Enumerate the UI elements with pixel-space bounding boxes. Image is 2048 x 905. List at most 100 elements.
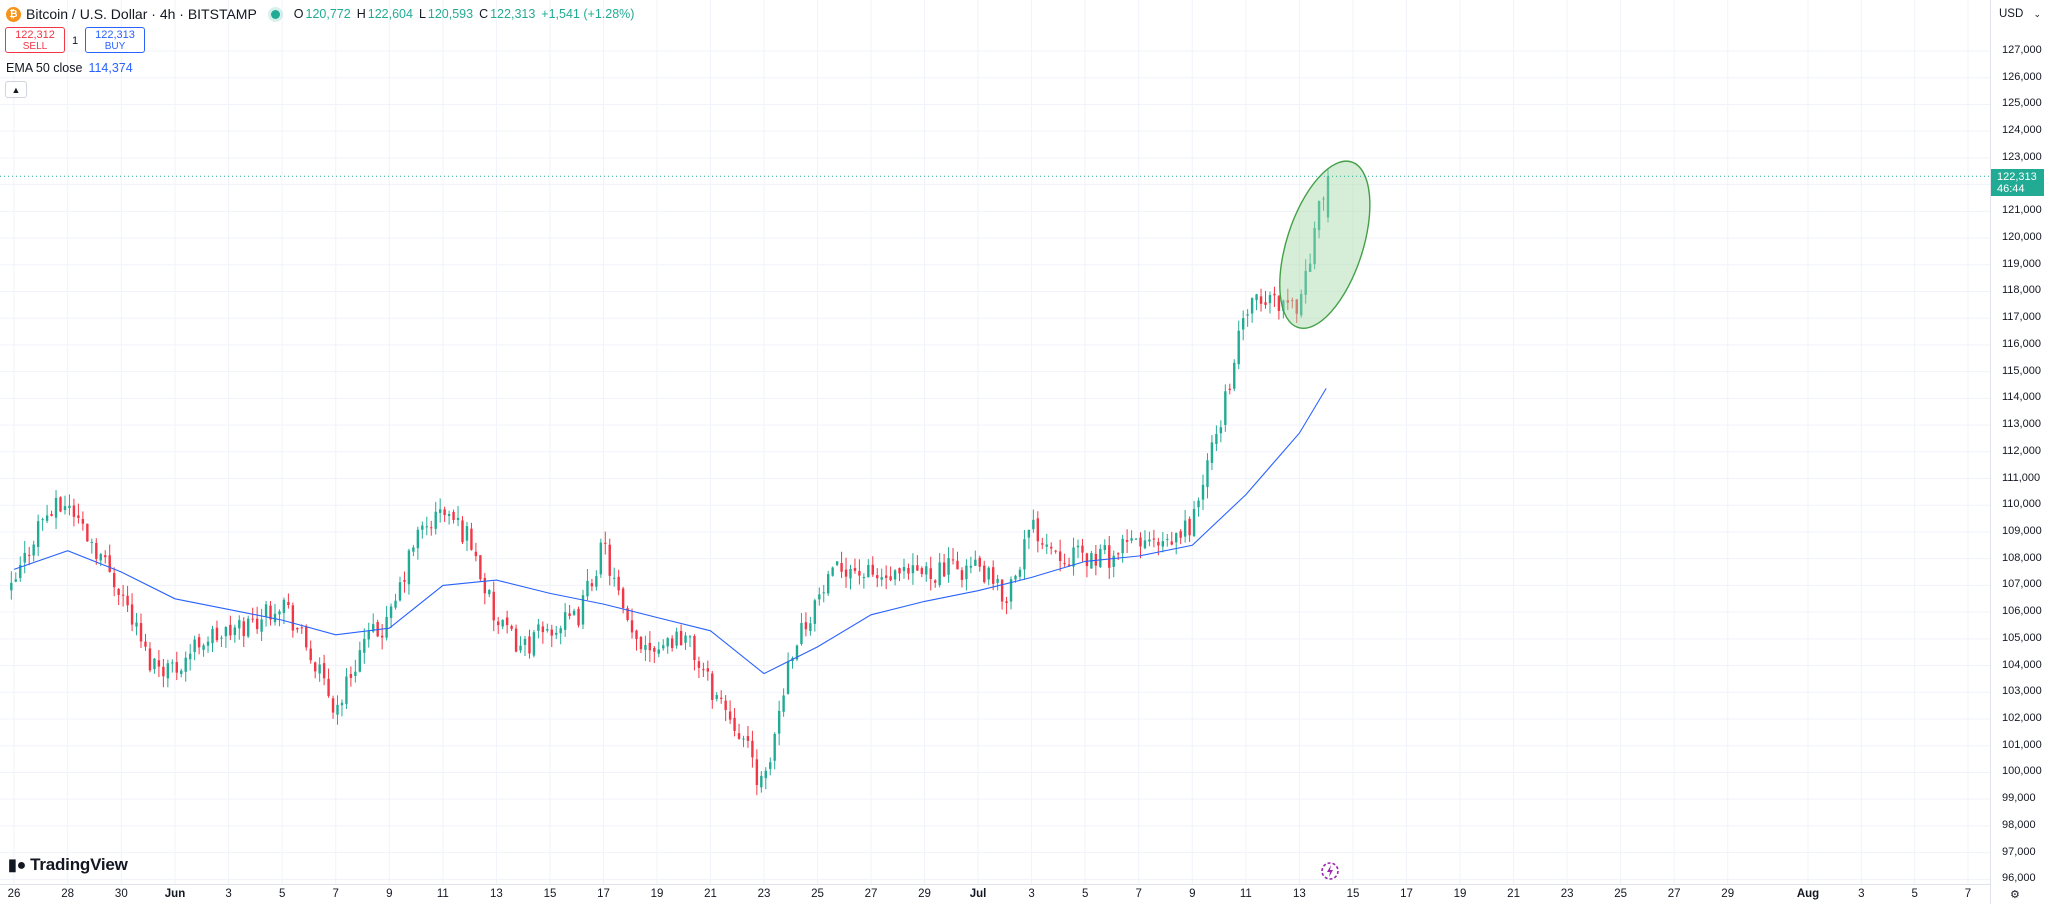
time-tick-label: 23 [1560, 888, 1574, 900]
candle-body [733, 717, 736, 731]
candle-body [644, 645, 647, 650]
time-tick-label: 3 [225, 888, 232, 900]
time-tick-label: 19 [650, 888, 664, 900]
price-tick-label: 109,000 [2002, 524, 2042, 537]
time-tick-label: Aug [1796, 888, 1820, 900]
candle-body [800, 623, 803, 644]
open-label: O [293, 7, 304, 21]
candle-body [247, 618, 250, 637]
sell-label: SELL [22, 41, 48, 52]
candle-body [514, 628, 518, 652]
candle-body [1009, 579, 1013, 602]
candle-body [1036, 518, 1040, 542]
price-tick-label: 125,000 [2002, 97, 2042, 110]
candle-body [724, 700, 727, 710]
chart-settings-icon[interactable]: ⚙ [2010, 889, 2020, 901]
candle-body [720, 697, 723, 699]
price-tick-label: 106,000 [2002, 605, 2042, 618]
candle-body [1050, 546, 1053, 549]
candle-body [95, 542, 98, 559]
candle-body [795, 645, 799, 660]
candle-body [363, 638, 366, 653]
candle-body [630, 620, 634, 633]
symbol-title[interactable]: Bitcoin / U.S. Dollar · 4h · BITSTAMP [26, 6, 257, 22]
candle-body [349, 674, 353, 678]
candle-body [559, 628, 562, 634]
symbol-header[interactable]: ₿ Bitcoin / U.S. Dollar · 4h · BITSTAMP … [6, 4, 640, 24]
candle-body [996, 578, 999, 583]
candle-body [215, 627, 219, 641]
tradingview-logo[interactable]: ▮● TradingView [8, 855, 128, 875]
candle-body [202, 645, 205, 650]
price-axis[interactable] [1990, 0, 2048, 904]
replay-icon[interactable] [1319, 860, 1341, 882]
price-tick-label: 107,000 [2002, 578, 2042, 591]
candle-body [532, 632, 536, 656]
candle-body [911, 565, 915, 574]
time-tick-label: 25 [811, 888, 824, 900]
candle-body [960, 570, 964, 580]
candle-body [688, 636, 692, 638]
candle-body [581, 595, 585, 625]
candle-body [1063, 563, 1066, 565]
candle-body [175, 662, 178, 673]
indicator-legend[interactable]: EMA 50 close 114,374 [6, 61, 133, 75]
candle-body [1326, 176, 1330, 218]
candle-body [1099, 548, 1102, 568]
price-tick-label: 110,000 [2002, 498, 2041, 511]
candle-body [251, 618, 254, 620]
time-tick-label: 7 [1964, 888, 1972, 900]
candle-body [550, 629, 553, 636]
candle-body [220, 637, 223, 639]
candle-body [438, 509, 442, 513]
candle-body [657, 649, 660, 654]
candle-body [77, 515, 80, 518]
candle-body [193, 639, 196, 653]
candle-body [166, 663, 170, 679]
candle-body [309, 648, 312, 661]
candle-body [358, 650, 362, 672]
buy-price: 122,313 [95, 29, 135, 41]
price-tick-label: 124,000 [2002, 124, 2042, 137]
time-tick-label: 13 [1293, 888, 1306, 900]
chevron-up-icon: ▲ [11, 84, 21, 95]
candle-body [782, 695, 785, 712]
candle-body [1241, 318, 1245, 330]
candle-body [1081, 545, 1084, 553]
candle-body [1206, 460, 1209, 488]
candle-body [858, 571, 861, 576]
candle-body [403, 580, 406, 582]
candle-body [902, 566, 906, 572]
candle-body [666, 638, 669, 647]
candle-body [786, 661, 790, 694]
buy-button[interactable]: 122,313 BUY [85, 27, 145, 53]
candle-body [260, 619, 263, 632]
candle-body [831, 567, 834, 576]
candle-body [1175, 533, 1178, 543]
candle-body [871, 564, 874, 575]
candle-body [255, 618, 259, 630]
order-quantity[interactable]: 1 [72, 35, 79, 47]
collapse-legend-button[interactable]: ▲ [5, 81, 27, 98]
currency-selector[interactable]: USD ⌄ [1993, 3, 2045, 25]
candle-body [108, 555, 111, 572]
time-axis[interactable] [0, 884, 1990, 905]
market-open-status-icon[interactable] [270, 9, 280, 19]
candle-body [45, 515, 49, 521]
candle-body [702, 669, 705, 671]
sell-button[interactable]: 122,312 SELL [5, 27, 65, 53]
candle-body [354, 671, 357, 676]
candle-body [804, 622, 808, 630]
candle-body [130, 604, 134, 625]
candle-body [1130, 538, 1133, 541]
time-tick-label: 27 [864, 888, 878, 900]
candle-body [389, 606, 393, 618]
candle-body [488, 590, 491, 595]
candle-body [492, 591, 495, 621]
candle-body [675, 631, 678, 646]
candle-body [1192, 509, 1196, 536]
change-value: +1,541 (+1.28%) [541, 7, 635, 21]
candle-body [572, 610, 576, 615]
candle-body [920, 568, 924, 574]
